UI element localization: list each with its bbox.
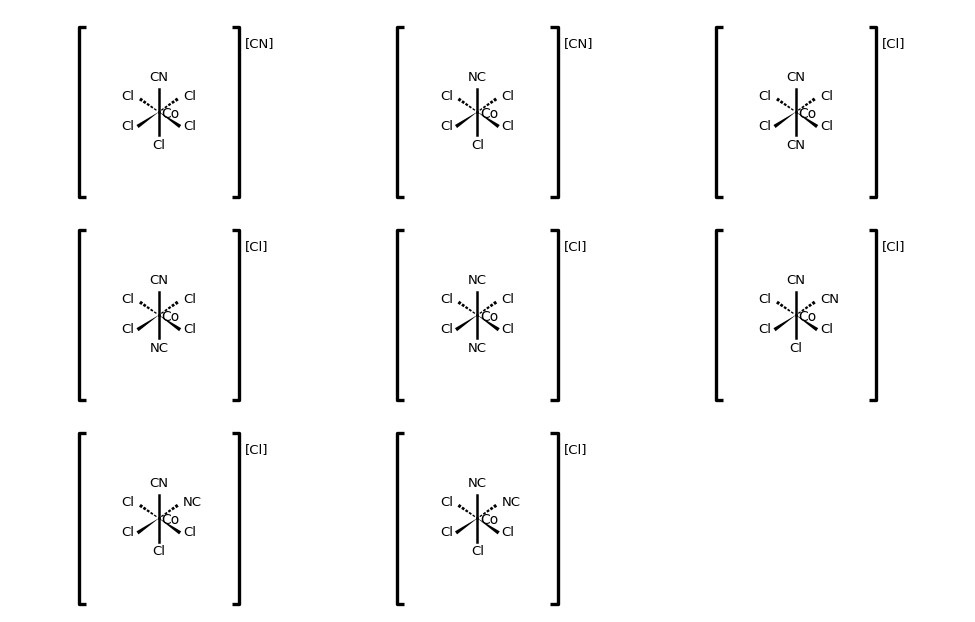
Text: Co: Co (799, 310, 816, 323)
Polygon shape (478, 315, 500, 331)
Text: NC: NC (468, 342, 487, 355)
Text: Cl: Cl (183, 526, 196, 539)
Text: Cl: Cl (502, 90, 515, 103)
Polygon shape (455, 315, 478, 331)
Text: Cl: Cl (759, 90, 771, 103)
Text: Cl: Cl (440, 119, 453, 132)
Text: NC: NC (149, 342, 169, 355)
Text: Cl: Cl (152, 545, 166, 558)
Polygon shape (773, 315, 796, 331)
Text: Cl: Cl (440, 526, 453, 539)
Text: [Cl]: [Cl] (245, 443, 269, 456)
Text: NC: NC (502, 496, 521, 509)
Polygon shape (796, 315, 818, 331)
Text: Cl: Cl (183, 293, 196, 306)
Text: Cl: Cl (122, 90, 135, 103)
Text: Co: Co (161, 513, 179, 527)
Text: [CN]: [CN] (245, 37, 275, 50)
Text: Cl: Cl (440, 323, 453, 336)
Text: [Cl]: [Cl] (564, 240, 587, 253)
Text: CN: CN (787, 139, 805, 152)
Text: Cl: Cl (471, 545, 484, 558)
Polygon shape (136, 112, 159, 128)
Text: NC: NC (468, 71, 487, 84)
Text: Cl: Cl (122, 293, 135, 306)
Polygon shape (455, 518, 478, 534)
Text: CN: CN (149, 274, 169, 287)
Text: Cl: Cl (502, 293, 515, 306)
Text: Co: Co (480, 310, 498, 323)
Text: CN: CN (787, 274, 805, 287)
Text: CN: CN (820, 293, 839, 306)
Text: Cl: Cl (471, 139, 484, 152)
Text: Co: Co (480, 106, 498, 121)
Text: Cl: Cl (502, 119, 515, 132)
Text: Cl: Cl (502, 323, 515, 336)
Text: [CN]: [CN] (564, 37, 593, 50)
Polygon shape (773, 112, 796, 128)
Polygon shape (455, 112, 478, 128)
Text: Cl: Cl (122, 119, 135, 132)
Text: Cl: Cl (759, 293, 771, 306)
Text: Cl: Cl (820, 119, 834, 132)
Text: Cl: Cl (820, 323, 834, 336)
Text: Cl: Cl (790, 342, 802, 355)
Text: NC: NC (468, 274, 487, 287)
Text: Cl: Cl (759, 323, 771, 336)
Text: [Cl]: [Cl] (882, 240, 906, 253)
Text: Cl: Cl (152, 139, 166, 152)
Polygon shape (478, 518, 500, 534)
Text: CN: CN (149, 71, 169, 84)
Polygon shape (136, 518, 159, 534)
Text: NC: NC (468, 478, 487, 490)
Polygon shape (796, 112, 818, 128)
Text: Co: Co (161, 106, 179, 121)
Text: Cl: Cl (440, 293, 453, 306)
Text: [Cl]: [Cl] (564, 443, 587, 456)
Polygon shape (159, 112, 181, 128)
Text: Cl: Cl (440, 496, 453, 509)
Text: NC: NC (183, 496, 202, 509)
Text: Cl: Cl (502, 526, 515, 539)
Text: Co: Co (480, 513, 498, 527)
Polygon shape (478, 112, 500, 128)
Text: CN: CN (149, 478, 169, 490)
Text: Cl: Cl (759, 119, 771, 132)
Text: Cl: Cl (183, 90, 196, 103)
Polygon shape (159, 518, 181, 534)
Polygon shape (159, 315, 181, 331)
Text: [Cl]: [Cl] (245, 240, 269, 253)
Text: Cl: Cl (183, 119, 196, 132)
Text: CN: CN (787, 71, 805, 84)
Text: Co: Co (161, 310, 179, 323)
Text: Cl: Cl (440, 90, 453, 103)
Text: Cl: Cl (122, 526, 135, 539)
Polygon shape (136, 315, 159, 331)
Text: Co: Co (799, 106, 816, 121)
Text: Cl: Cl (820, 90, 834, 103)
Text: Cl: Cl (122, 323, 135, 336)
Text: Cl: Cl (122, 496, 135, 509)
Text: [Cl]: [Cl] (882, 37, 906, 50)
Text: Cl: Cl (183, 323, 196, 336)
